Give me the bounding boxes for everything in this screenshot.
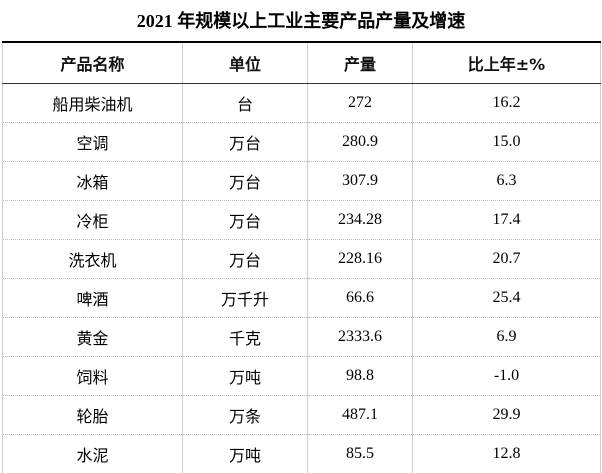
table-cell: 台 — [183, 84, 308, 123]
table-cell: 万条 — [183, 396, 308, 435]
table-cell: 轮胎 — [3, 396, 183, 435]
table-cell: 千克 — [183, 318, 308, 357]
table-cell: 15.0 — [413, 123, 601, 162]
table-cell: 228.16 — [308, 240, 413, 279]
table-cell: 234.28 — [308, 201, 413, 240]
table-cell: 冷柜 — [3, 201, 183, 240]
table-cell: 万台 — [183, 240, 308, 279]
table-cell: 487.1 — [308, 396, 413, 435]
table-cell: 20.7 — [413, 240, 601, 279]
table-cell: 饲料 — [3, 357, 183, 396]
table-cell: 洗衣机 — [3, 240, 183, 279]
header-cell: 单位 — [183, 42, 308, 84]
table-cell: 船用柴油机 — [3, 84, 183, 123]
table-cell: 66.6 — [308, 279, 413, 318]
table-cell: 黄金 — [3, 318, 183, 357]
table-cell: 万台 — [183, 162, 308, 201]
table-cell: 万台 — [183, 123, 308, 162]
table-cell: 272 — [308, 84, 413, 123]
header-cell: 比上年±% — [413, 42, 601, 84]
table-cell: 25.4 — [413, 279, 601, 318]
header-cell: 产品名称 — [3, 42, 183, 84]
table-cell: 280.9 — [308, 123, 413, 162]
table-cell: 万吨 — [183, 357, 308, 396]
page: {"title": "2021 年规模以上工业主要产品产量及增速", "tabl… — [0, 0, 602, 454]
table-cell: -1.0 — [413, 357, 601, 396]
table-cell: 2333.6 — [308, 318, 413, 357]
table-cell: 307.9 — [308, 162, 413, 201]
table-cell: 17.4 — [413, 201, 601, 240]
table-cell: 冰箱 — [3, 162, 183, 201]
header-row: 产品名称单位产量比上年±% — [3, 42, 601, 84]
table-cell: 空调 — [3, 123, 183, 162]
table-cell: 16.2 — [413, 84, 601, 123]
table-title: 2021 年规模以上工业主要产品产量及增速 — [0, 6, 602, 36]
table-cell: 6.3 — [413, 162, 601, 201]
header-cell: 产量 — [308, 42, 413, 84]
table-cell: 6.9 — [413, 318, 601, 357]
table-cell: 啤酒 — [3, 279, 183, 318]
table-cell: 98.8 — [308, 357, 413, 396]
table-cell: 万台 — [183, 201, 308, 240]
table-cell: 29.9 — [413, 396, 601, 435]
table-cell: 万千升 — [183, 279, 308, 318]
